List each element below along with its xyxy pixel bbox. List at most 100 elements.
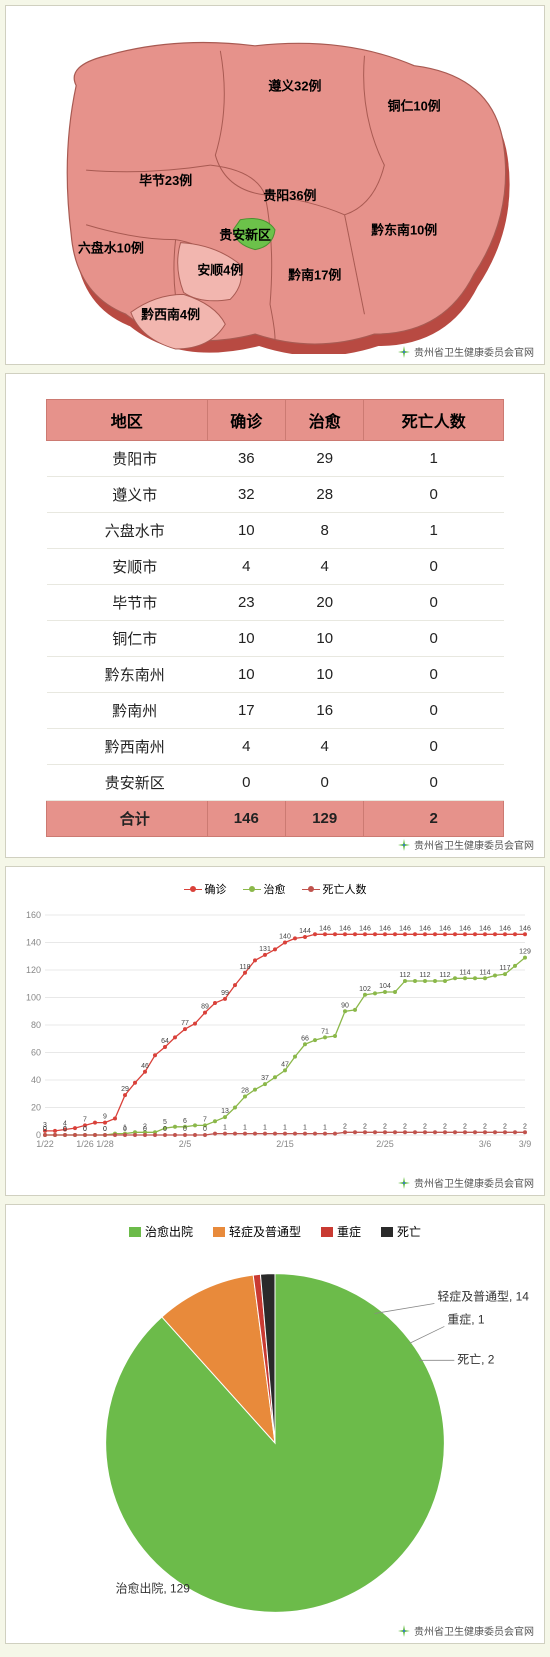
table-row: 六盘水市1081 bbox=[47, 513, 504, 549]
svg-text:7: 7 bbox=[83, 1116, 87, 1123]
svg-text:3/6: 3/6 bbox=[479, 1139, 492, 1149]
svg-text:100: 100 bbox=[26, 993, 41, 1003]
logo-icon bbox=[398, 1177, 410, 1189]
table-cell: 4 bbox=[286, 729, 364, 765]
map-label: 黔东南10例 bbox=[371, 223, 437, 238]
table-cell: 10 bbox=[207, 657, 285, 693]
svg-text:2: 2 bbox=[383, 1123, 387, 1130]
table-cell: 0 bbox=[364, 549, 504, 585]
line-chart-panel: 确诊治愈死亡人数 0204060801001201401601/221/261/… bbox=[5, 866, 545, 1196]
svg-text:47: 47 bbox=[281, 1061, 289, 1068]
svg-text:118: 118 bbox=[239, 964, 250, 971]
svg-text:146: 146 bbox=[379, 925, 391, 932]
svg-text:2: 2 bbox=[483, 1123, 487, 1130]
map-label: 六盘水10例 bbox=[78, 241, 144, 256]
svg-text:1/26: 1/26 bbox=[76, 1139, 94, 1149]
table-cell: 10 bbox=[286, 657, 364, 693]
table-cell: 1 bbox=[364, 513, 504, 549]
legend-item: 治愈 bbox=[243, 881, 286, 897]
legend-item: 死亡 bbox=[381, 1223, 421, 1240]
table-cell: 2 bbox=[364, 801, 504, 837]
svg-text:114: 114 bbox=[459, 969, 470, 976]
table-cell: 黔东南州 bbox=[47, 657, 208, 693]
table-cell: 黔南州 bbox=[47, 693, 208, 729]
line-chart: 0204060801001201401601/221/261/282/52/15… bbox=[11, 905, 539, 1165]
map-label: 贵安新区 bbox=[219, 228, 271, 243]
svg-text:120: 120 bbox=[26, 965, 41, 975]
svg-text:0: 0 bbox=[203, 1126, 207, 1133]
table-cell: 安顺市 bbox=[47, 549, 208, 585]
table-cell: 1 bbox=[364, 441, 504, 477]
svg-text:146: 146 bbox=[419, 925, 431, 932]
table-cell: 17 bbox=[207, 693, 285, 729]
table-cell: 0 bbox=[286, 765, 364, 801]
svg-text:6: 6 bbox=[183, 1118, 187, 1125]
table-row: 遵义市32280 bbox=[47, 477, 504, 513]
table-header: 确诊 bbox=[207, 400, 285, 441]
svg-text:146: 146 bbox=[319, 925, 331, 932]
svg-text:20: 20 bbox=[31, 1103, 41, 1113]
svg-text:102: 102 bbox=[359, 986, 371, 993]
svg-text:2/5: 2/5 bbox=[179, 1139, 192, 1149]
svg-text:2: 2 bbox=[443, 1123, 447, 1130]
table-row: 毕节市23200 bbox=[47, 585, 504, 621]
svg-text:114: 114 bbox=[479, 969, 490, 976]
svg-text:2: 2 bbox=[423, 1123, 427, 1130]
table-cell: 32 bbox=[207, 477, 285, 513]
svg-text:9: 9 bbox=[103, 1114, 107, 1121]
svg-text:66: 66 bbox=[301, 1035, 309, 1042]
svg-text:89: 89 bbox=[201, 1004, 209, 1011]
table-cell: 20 bbox=[286, 585, 364, 621]
table-cell: 16 bbox=[286, 693, 364, 729]
svg-text:1: 1 bbox=[243, 1125, 247, 1132]
attribution-text: 贵州省卫生健康委员会官网 bbox=[414, 344, 534, 359]
table-row: 安顺市440 bbox=[47, 549, 504, 585]
svg-text:77: 77 bbox=[181, 1020, 189, 1027]
svg-text:7: 7 bbox=[203, 1116, 207, 1123]
table-cell: 4 bbox=[286, 549, 364, 585]
svg-text:1: 1 bbox=[223, 1125, 227, 1132]
table-cell: 黔西南州 bbox=[47, 729, 208, 765]
table-cell: 0 bbox=[364, 585, 504, 621]
pie-slice-label: 轻症及普通型, 14 bbox=[437, 1289, 529, 1304]
table-cell: 0 bbox=[364, 621, 504, 657]
svg-text:28: 28 bbox=[241, 1088, 249, 1095]
svg-text:0: 0 bbox=[163, 1126, 167, 1133]
svg-text:146: 146 bbox=[499, 925, 511, 932]
svg-text:0: 0 bbox=[63, 1126, 67, 1133]
table-cell: 贵安新区 bbox=[47, 765, 208, 801]
svg-text:40: 40 bbox=[31, 1075, 41, 1085]
svg-text:13: 13 bbox=[221, 1108, 229, 1115]
table-cell: 8 bbox=[286, 513, 364, 549]
svg-text:146: 146 bbox=[339, 925, 351, 932]
attribution-text: 贵州省卫生健康委员会官网 bbox=[414, 1175, 534, 1190]
table-cell: 合计 bbox=[47, 801, 208, 837]
svg-text:0: 0 bbox=[83, 1126, 87, 1133]
attribution-text: 贵州省卫生健康委员会官网 bbox=[414, 1623, 534, 1638]
attribution: 贵州省卫生健康委员会官网 bbox=[398, 1623, 534, 1638]
svg-text:1/22: 1/22 bbox=[36, 1139, 54, 1149]
table-cell: 遵义市 bbox=[47, 477, 208, 513]
table-cell: 129 bbox=[286, 801, 364, 837]
table-cell: 10 bbox=[286, 621, 364, 657]
table-cell: 0 bbox=[364, 729, 504, 765]
map-label: 黔南17例 bbox=[288, 267, 341, 282]
pie-chart-panel: 治愈出院轻症及普通型重症死亡 轻症及普通型, 14重症, 1死亡, 2治愈出院,… bbox=[5, 1204, 545, 1644]
svg-text:80: 80 bbox=[31, 1020, 41, 1030]
line-chart-legend: 确诊治愈死亡人数 bbox=[11, 877, 539, 905]
svg-text:117: 117 bbox=[499, 965, 510, 972]
legend-item: 死亡人数 bbox=[302, 881, 367, 897]
pie-chart-legend: 治愈出院轻症及普通型重症死亡 bbox=[16, 1215, 534, 1248]
svg-text:3/9: 3/9 bbox=[519, 1139, 532, 1149]
pie-slice-label: 治愈出院, 129 bbox=[116, 1580, 191, 1595]
svg-text:160: 160 bbox=[26, 910, 41, 920]
table-cell: 毕节市 bbox=[47, 585, 208, 621]
svg-text:64: 64 bbox=[161, 1038, 169, 1045]
logo-icon bbox=[398, 839, 410, 851]
map-label: 贵阳36例 bbox=[263, 188, 316, 203]
map-label: 安顺4例 bbox=[197, 262, 243, 277]
map-label: 遵义32例 bbox=[268, 79, 321, 94]
svg-text:60: 60 bbox=[31, 1048, 41, 1058]
svg-text:140: 140 bbox=[279, 934, 291, 941]
svg-text:0: 0 bbox=[183, 1126, 187, 1133]
